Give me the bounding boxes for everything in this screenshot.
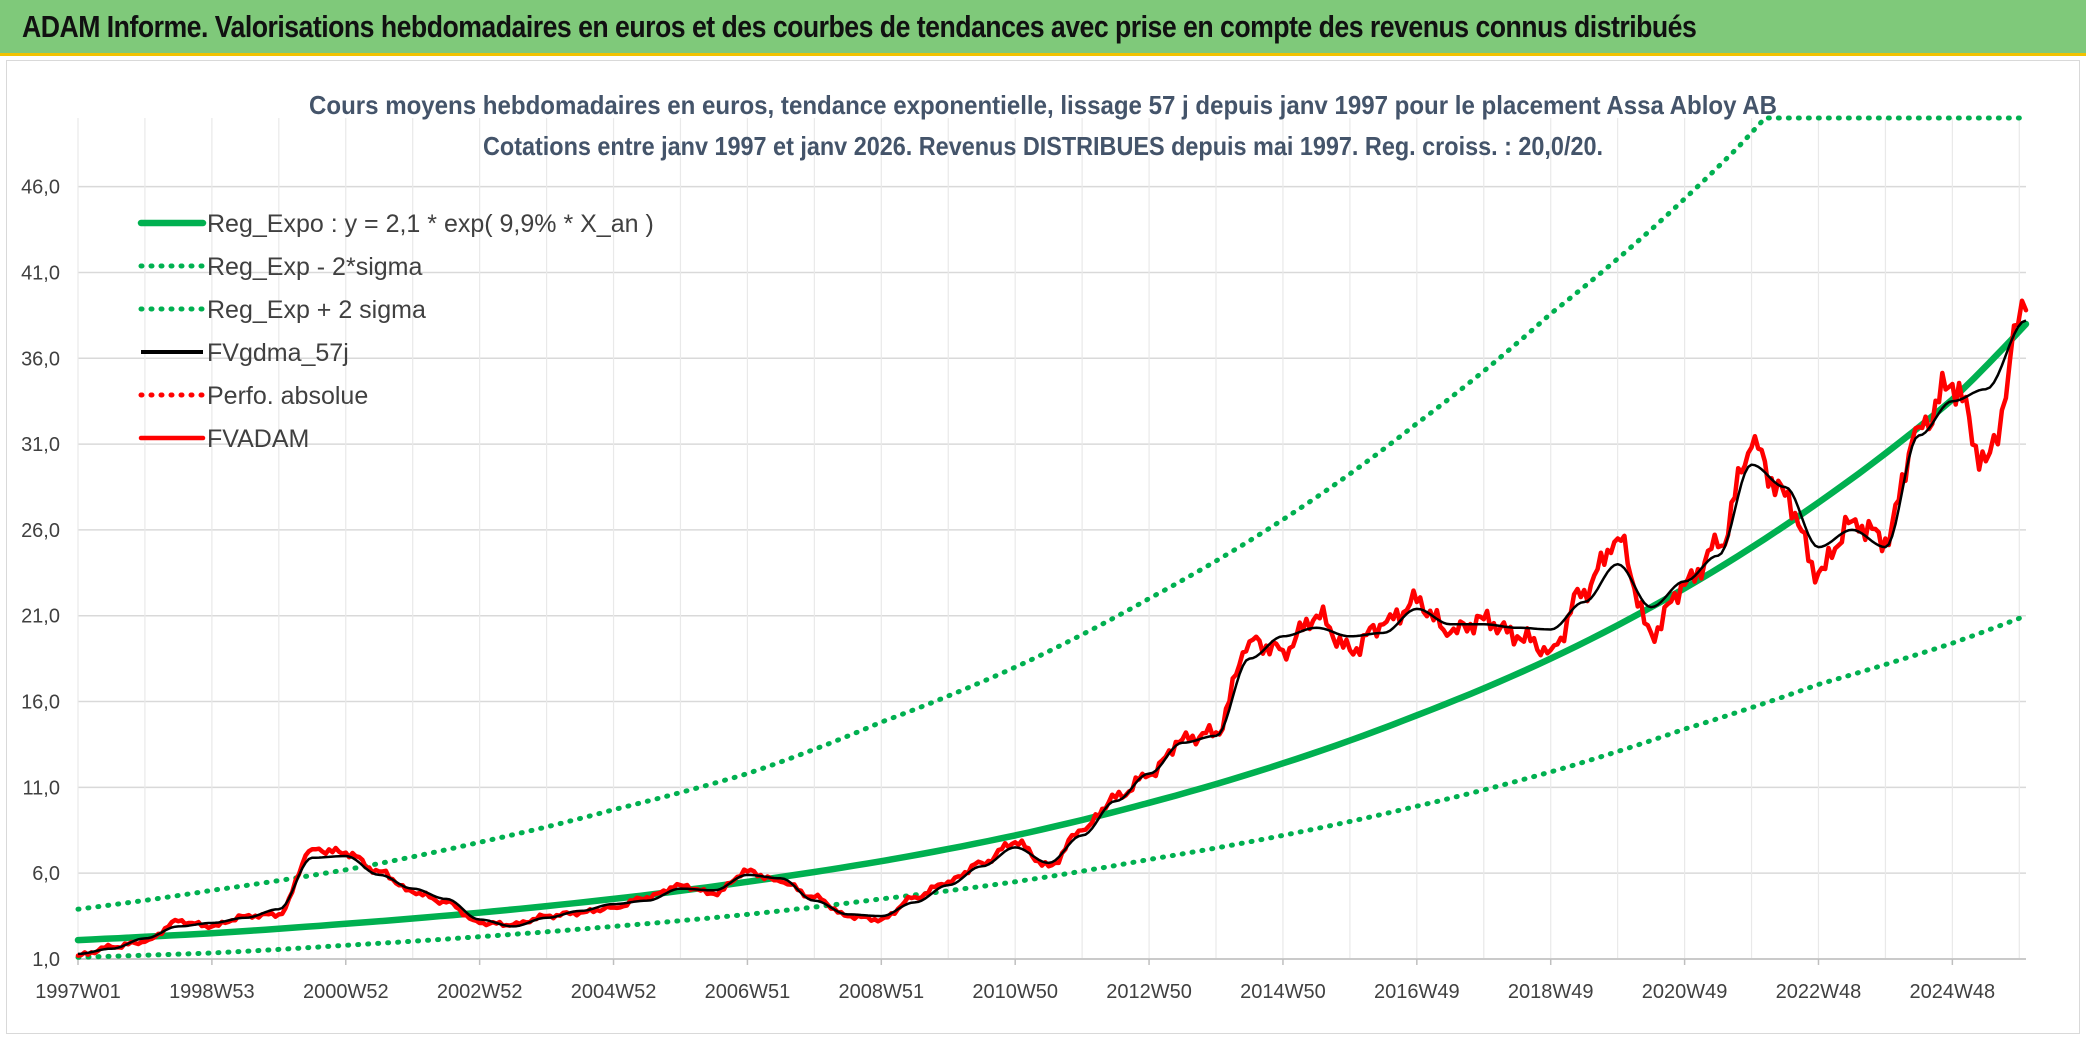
chart-panel [6, 60, 2080, 1034]
x-tick-label: 2000W52 [303, 981, 389, 1003]
legend-label: Perfo. absolue [207, 382, 368, 410]
chart-axes: 46,0 41,0 36,0 31,0 26,0 21,0 16,0 11,0 6,0 1,0 19… [21, 177, 2026, 1003]
y-tick-label: 11,0 [23, 777, 60, 799]
legend-label: FVADAM [207, 425, 309, 453]
x-tick-label: 2018W49 [1508, 981, 1594, 1003]
x-tick-label: 2010W50 [972, 981, 1058, 1003]
x-tick-label: 2002W52 [437, 981, 523, 1003]
x-tick-label: 2016W49 [1374, 981, 1460, 1003]
series-line [74, 320, 2030, 944]
x-tick-label: 2006W51 [705, 981, 791, 1003]
report-banner: ADAM Informe. Valorisations hebdomadaire… [0, 0, 2086, 56]
legend-label: Reg_Exp + 2 sigma [207, 296, 426, 324]
y-tick-label: 26,0 [21, 520, 60, 542]
series-line [75, 613, 2029, 960]
legend-label: Reg_Exp - 2*sigma [207, 253, 422, 281]
x-tick-label: 1998W53 [169, 981, 255, 1003]
chart-legend: Reg_Expo : y = 2,1 * exp( 9,9% * X_an ) R… [137, 210, 654, 453]
series-line [75, 115, 2029, 912]
x-tick-label: 2008W51 [838, 981, 924, 1003]
x-tick-label: 2020W49 [1642, 981, 1728, 1003]
x-tick-label: 2022W48 [1776, 981, 1862, 1003]
y-tick-label: 31,0 [21, 434, 60, 456]
y-tick-label: 6,0 [32, 863, 60, 885]
x-tick-label: 1997W01 [35, 981, 121, 1003]
y-tick-label: 16,0 [21, 692, 60, 714]
series-line [77, 319, 2027, 956]
chart-grid [77, 118, 2026, 960]
legend-label: Reg_Expo : y = 2,1 * exp( 9,9% * X_an ) [207, 210, 654, 238]
y-tick-label: 46,0 [21, 177, 60, 199]
chart-subtitle: Cotations entre janv 1997 et janv 2026. … [483, 131, 1603, 161]
legend-label: FVgdma_57j [207, 339, 349, 367]
x-tick-label: 2004W52 [571, 981, 657, 1003]
y-tick-label: 41,0 [21, 262, 60, 284]
y-tick-label: 36,0 [21, 348, 60, 370]
report-title: ADAM Informe. Valorisations hebdomadaire… [22, 9, 1697, 44]
x-tick-label: 2014W50 [1240, 981, 1326, 1003]
x-tick-label: 2024W48 [1910, 981, 1996, 1003]
x-tick-label: 2012W50 [1106, 981, 1192, 1003]
y-tick-label: 21,0 [21, 606, 60, 628]
chart-title: Cours moyens hebdomadaires en euros, ten… [309, 90, 1777, 120]
y-tick-label: 1,0 [32, 949, 60, 971]
series-line [75, 298, 2029, 958]
chart-series [74, 115, 2030, 960]
